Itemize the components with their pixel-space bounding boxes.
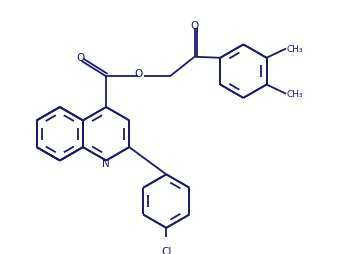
Text: N: N [102, 158, 110, 168]
Text: Cl: Cl [161, 246, 172, 254]
Text: O: O [76, 53, 85, 63]
Text: CH₃: CH₃ [287, 45, 303, 54]
Text: O: O [191, 21, 199, 31]
Text: O: O [134, 68, 143, 78]
Text: CH₃: CH₃ [287, 90, 303, 99]
